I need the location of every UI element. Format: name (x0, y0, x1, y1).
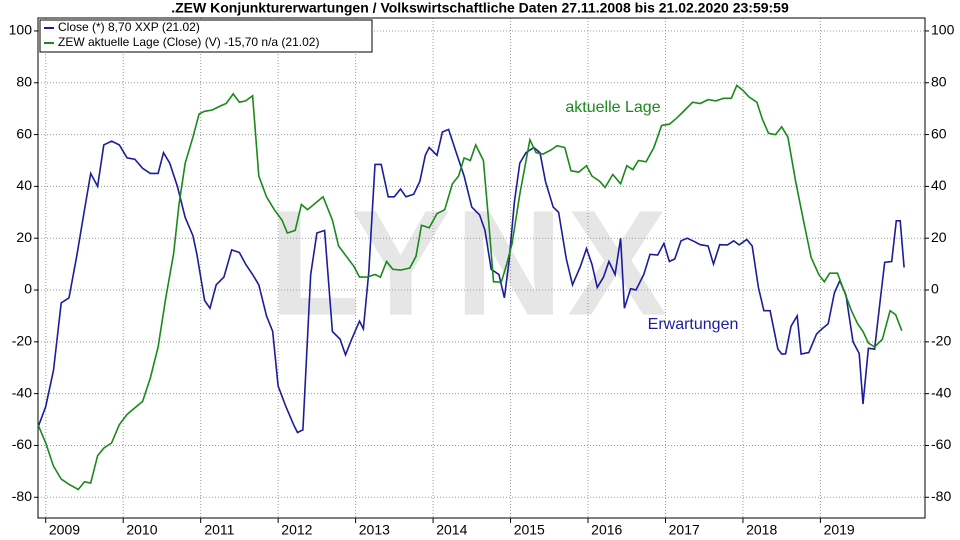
x-tick-label: 2014 (436, 522, 467, 538)
x-tick-label: 2019 (824, 522, 855, 538)
y-tick-label: 0 (24, 281, 32, 297)
y2-tick-label: -80 (931, 488, 951, 504)
series-line (37, 128, 905, 434)
y2-tick-label: 60 (931, 125, 947, 141)
chart-title: .ZEW Konjunkturerwartungen / Volkswirtsc… (171, 0, 789, 16)
y2-tick-label: 0 (931, 281, 939, 297)
plot-border (37, 17, 926, 519)
y-tick-label: 60 (16, 125, 32, 141)
x-tick-label: 2018 (746, 522, 777, 538)
legend-box (39, 19, 373, 53)
x-tick-label: 2009 (49, 522, 80, 538)
y2-tick-label: 20 (931, 229, 947, 245)
y2-tick-label: -20 (931, 333, 951, 349)
y2-tick-label: -40 (931, 384, 951, 400)
annotation: Erwartungen (648, 316, 739, 333)
legend: Close (*) 8,70 XXP (21.02)ZEW aktuelle L… (39, 19, 373, 53)
y-tick-label: -20 (12, 333, 32, 349)
y-tick-label: 40 (16, 177, 32, 193)
y-tick-label: -80 (12, 488, 32, 504)
y-tick-label: 80 (16, 73, 32, 89)
watermark: LYNX (269, 179, 671, 347)
y2-tick-label: 100 (931, 22, 955, 38)
x-tick-label: 2013 (359, 522, 390, 538)
y-tick-label: 100 (9, 22, 33, 38)
x-tick-label: 2017 (669, 522, 700, 538)
y2-tick-label: -60 (931, 436, 951, 452)
legend-label: Close (*) 8,70 XXP (21.02) (58, 20, 200, 34)
y-tick-label: -60 (12, 436, 32, 452)
y-tick-label: 20 (16, 229, 32, 245)
annotation: aktuelle Lage (565, 99, 660, 116)
y2-tick-label: 80 (931, 73, 947, 89)
x-tick-label: 2015 (514, 522, 545, 538)
x-tick-label: 2010 (126, 522, 157, 538)
series-line (37, 84, 903, 491)
y-tick-label: -40 (12, 384, 32, 400)
legend-label: ZEW aktuelle Lage (Close) (V) -15,70 n/a… (58, 35, 319, 49)
x-tick-label: 2016 (591, 522, 622, 538)
x-tick-label: 2011 (204, 522, 234, 538)
y2-tick-label: 40 (931, 177, 947, 193)
x-tick-label: 2012 (281, 522, 312, 538)
